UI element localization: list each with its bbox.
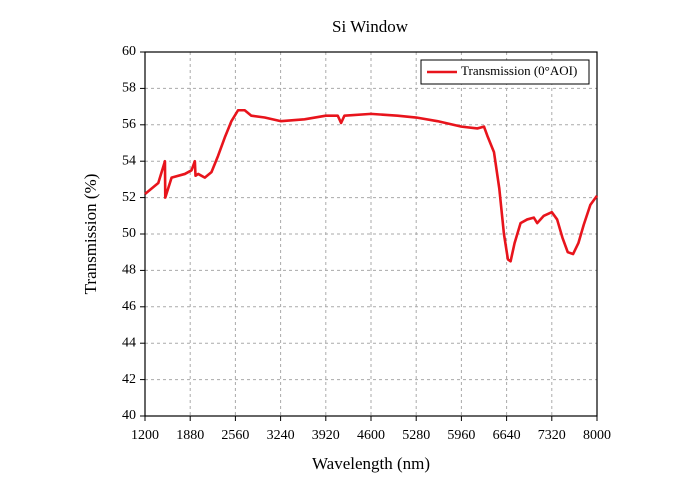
- y-tick-label: 54: [122, 153, 136, 168]
- plot-frame: [144, 51, 598, 417]
- y-tick-label: 48: [122, 263, 136, 278]
- y-tick-label: 60: [122, 44, 136, 59]
- chart-title: Si Window: [332, 17, 409, 36]
- x-tick-label: 1200: [131, 428, 159, 443]
- x-tick-label: 5960: [447, 428, 475, 443]
- x-tick-label: 6640: [493, 428, 521, 443]
- x-tick-label: 8000: [583, 428, 611, 443]
- y-tick-label: 56: [122, 117, 136, 132]
- x-tick-label: 5280: [402, 428, 430, 443]
- x-tick-label: 2560: [221, 428, 249, 443]
- y-tick-label: 46: [122, 299, 136, 314]
- y-tick-label: 58: [122, 81, 136, 96]
- x-tick-label: 4600: [357, 428, 385, 443]
- y-tick-label: 40: [122, 408, 136, 423]
- x-tick-label: 3920: [312, 428, 340, 443]
- y-tick-label: 44: [122, 335, 136, 350]
- y-axis-label: Transmission (%): [81, 174, 100, 295]
- x-tick-label: 3240: [267, 428, 295, 443]
- y-tick-label: 52: [122, 190, 136, 205]
- data-line: [144, 108, 599, 263]
- x-tick-label: 1880: [176, 428, 204, 443]
- x-axis-label: Wavelength (nm): [312, 454, 430, 473]
- legend-label: Transmission (0°AOI): [461, 63, 577, 78]
- x-tick-label: 7320: [538, 428, 566, 443]
- y-tick-label: 50: [122, 226, 136, 241]
- y-tick-label: 42: [122, 372, 136, 387]
